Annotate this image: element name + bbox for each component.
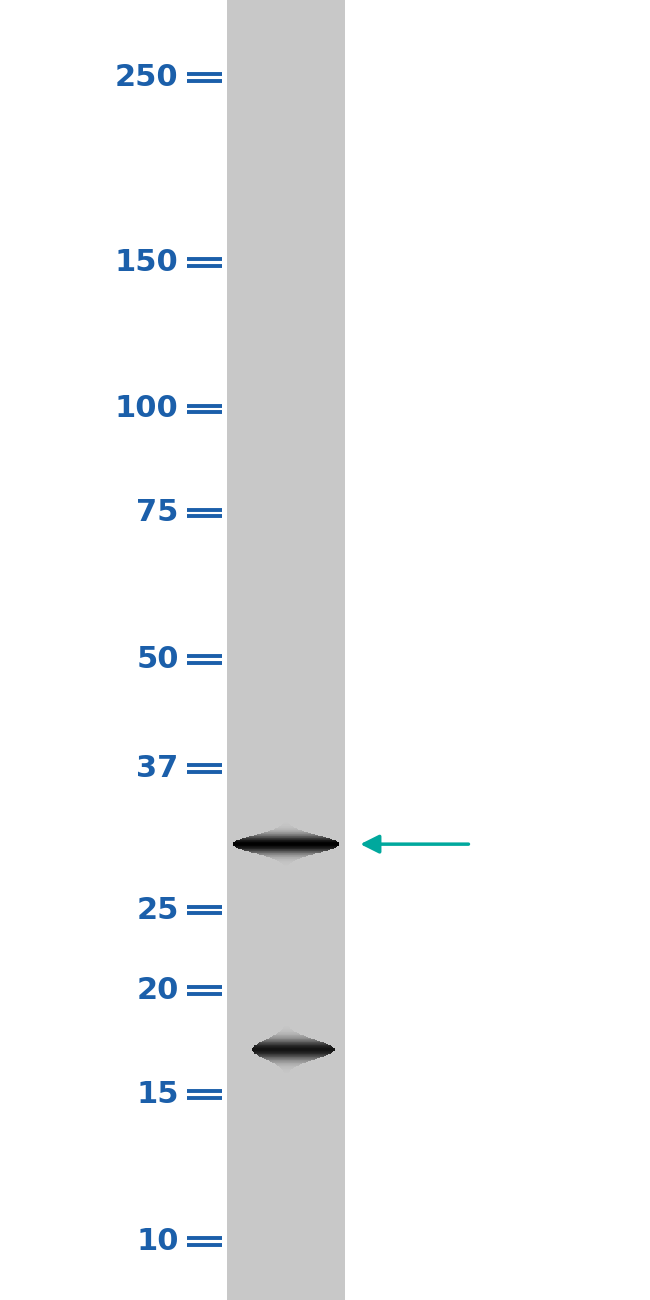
Text: 37: 37: [136, 754, 179, 783]
Text: 10: 10: [136, 1227, 179, 1256]
Text: 20: 20: [136, 976, 179, 1005]
Text: 25: 25: [136, 896, 179, 924]
FancyBboxPatch shape: [227, 0, 344, 1300]
Text: 15: 15: [136, 1080, 179, 1109]
Text: 75: 75: [136, 498, 179, 528]
Text: 50: 50: [136, 645, 179, 673]
Text: 150: 150: [115, 248, 179, 277]
Text: 250: 250: [115, 64, 179, 92]
Text: 100: 100: [115, 394, 179, 424]
